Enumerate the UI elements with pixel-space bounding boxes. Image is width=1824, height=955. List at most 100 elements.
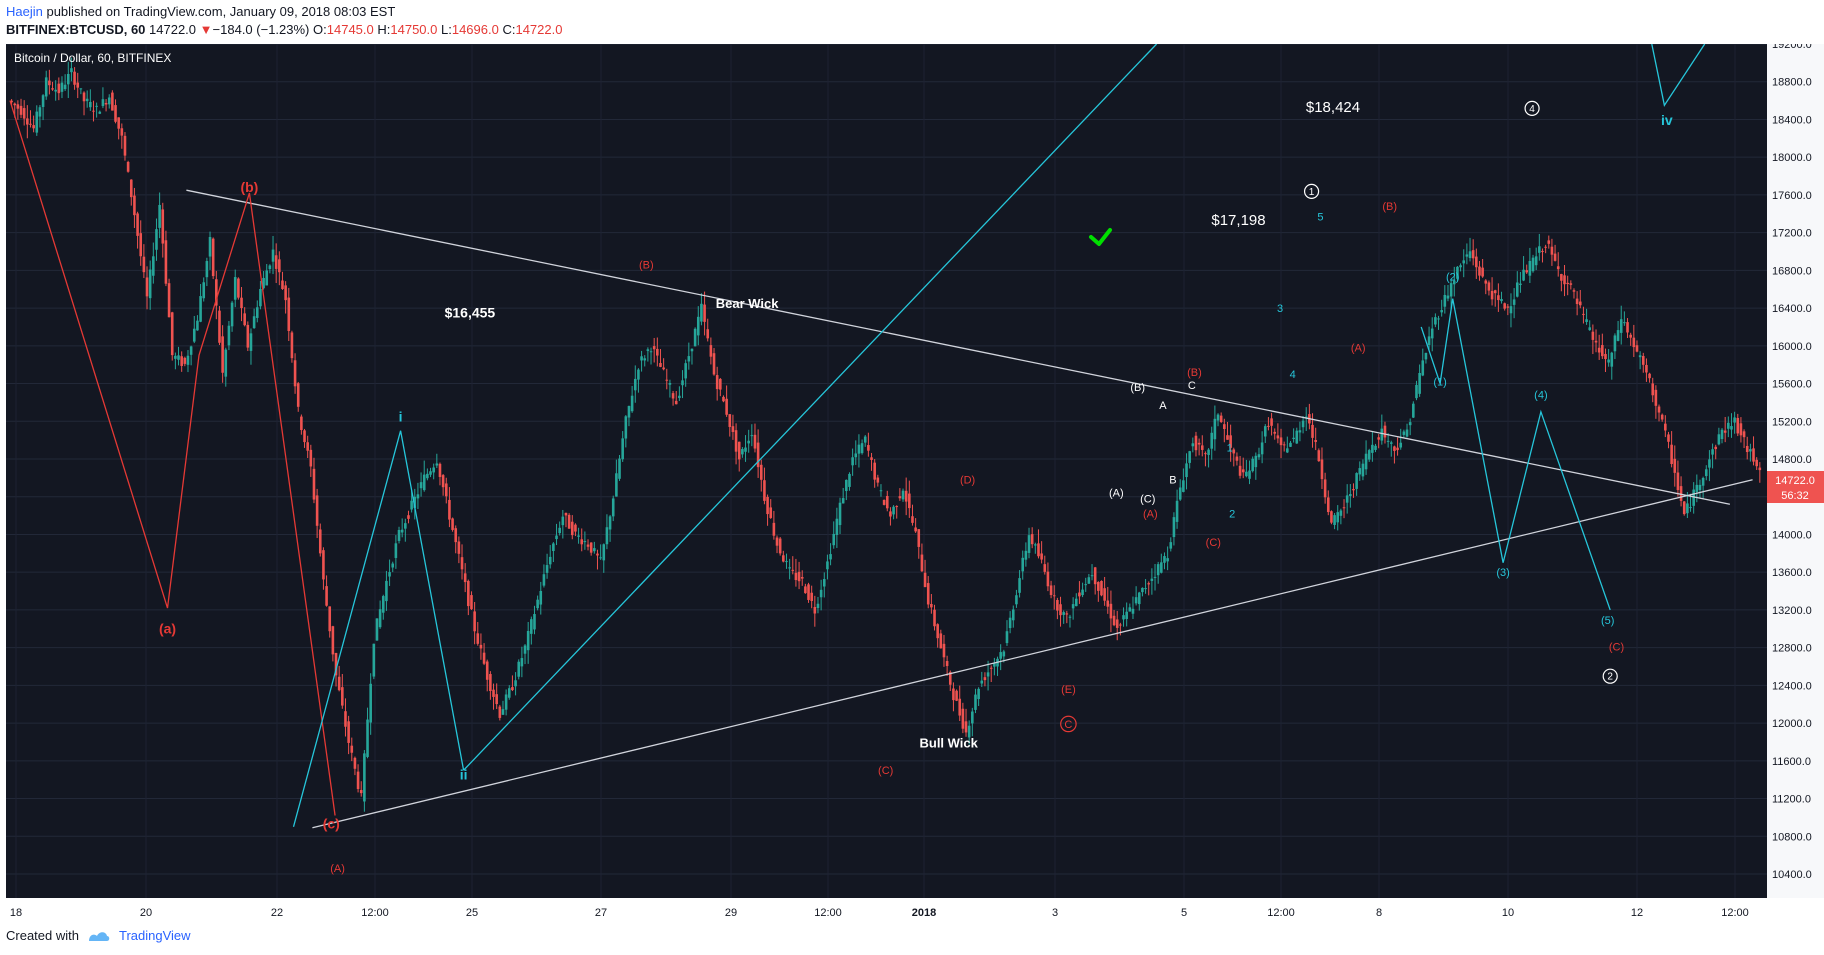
candle-down xyxy=(111,92,114,111)
candle-up xyxy=(530,619,533,634)
candle-up xyxy=(262,277,265,289)
author-name[interactable]: Haejin xyxy=(6,4,43,19)
wave-circle xyxy=(1303,183,1320,200)
wave-label: (C) xyxy=(1609,641,1624,653)
candle-up xyxy=(1216,414,1220,421)
created-with-label: Created with xyxy=(6,928,79,943)
price-tag: 14722.0 56:32 xyxy=(1767,471,1824,503)
candle-down xyxy=(804,586,807,594)
wave-label: (E) xyxy=(1061,684,1076,696)
candle-up xyxy=(1339,510,1343,516)
candle-up xyxy=(54,89,57,92)
wave-label: (C) xyxy=(1140,493,1155,505)
candle-up xyxy=(1434,317,1437,325)
candle-down xyxy=(1226,435,1229,440)
candle-up xyxy=(1531,257,1535,272)
candle-down xyxy=(1103,588,1106,601)
candle-up xyxy=(1298,430,1302,433)
candle-up xyxy=(1090,575,1094,577)
candle-down xyxy=(1676,472,1680,490)
wave-label: (A) xyxy=(330,863,345,875)
price-chart[interactable]: $16,455 $17,198 $18,424 Bear Wick Bull Wick (… xyxy=(0,44,1824,924)
candle-up xyxy=(741,449,744,455)
candle-up xyxy=(1610,352,1614,367)
candle-up xyxy=(1024,550,1028,560)
candle-up xyxy=(520,658,524,667)
candle-up xyxy=(1408,422,1412,426)
candle-up xyxy=(1251,458,1254,472)
candle-up xyxy=(561,516,565,526)
candle-down xyxy=(1115,619,1119,628)
candle-up xyxy=(404,523,407,529)
candle-down xyxy=(1654,389,1658,406)
candle-up xyxy=(366,719,369,757)
candle-up xyxy=(1418,372,1421,394)
candle-up xyxy=(599,557,602,559)
candle-down xyxy=(129,179,133,198)
candle-down xyxy=(495,694,498,705)
candle-down xyxy=(955,690,958,701)
candle-down xyxy=(126,161,130,172)
candle-down xyxy=(1282,444,1286,446)
candle-up xyxy=(1727,422,1730,429)
candle-up xyxy=(542,574,546,586)
candle-up xyxy=(205,261,209,278)
candle-up xyxy=(643,358,647,361)
candle-up xyxy=(1254,455,1258,468)
candle-up xyxy=(980,680,984,684)
candle-up xyxy=(845,479,848,492)
candle-down xyxy=(26,118,29,125)
candle-up xyxy=(993,663,996,667)
candle-down xyxy=(895,506,899,508)
candle-down xyxy=(1194,435,1198,451)
chart-background xyxy=(6,44,1767,898)
candle-down xyxy=(1670,444,1673,465)
candle-down xyxy=(923,572,927,588)
x-tick-label: 10 xyxy=(1502,907,1514,919)
candle-down xyxy=(889,511,892,517)
candle-up xyxy=(1708,459,1711,468)
candle-down xyxy=(331,626,335,655)
candle-down xyxy=(117,117,120,129)
candle-down xyxy=(1601,345,1604,357)
candle-up xyxy=(602,544,606,561)
candle-up xyxy=(637,369,640,380)
candle-down xyxy=(709,345,713,357)
candle-down xyxy=(1682,501,1686,515)
candle-up xyxy=(1071,604,1075,609)
open-value: 14745.0 xyxy=(326,22,374,37)
candle-up xyxy=(85,98,89,102)
wave-circle xyxy=(1602,668,1618,684)
candle-up xyxy=(1440,310,1443,313)
candle-up xyxy=(611,498,615,517)
candle-up xyxy=(678,395,681,399)
candle-up xyxy=(593,548,596,552)
candle-up xyxy=(835,518,839,535)
candle-down xyxy=(476,633,480,644)
candle-up xyxy=(517,661,521,677)
x-tick-label: 5 xyxy=(1181,907,1187,919)
candle-down xyxy=(22,108,26,119)
candle-down xyxy=(1626,322,1629,333)
candle-down xyxy=(936,624,939,639)
open-label: O: xyxy=(313,22,327,37)
candle-down xyxy=(659,363,662,367)
candle-down xyxy=(300,416,303,431)
wave-label: 4 xyxy=(1529,104,1535,115)
candle-up xyxy=(1355,473,1358,489)
tradingview-link[interactable]: TradingView xyxy=(118,928,191,943)
candle-down xyxy=(810,592,813,601)
candle-up xyxy=(385,580,388,602)
x-tick-label: 18 xyxy=(10,907,22,919)
candle-down xyxy=(306,442,309,451)
candle-down xyxy=(246,324,250,348)
candle-down xyxy=(1503,303,1506,309)
y-tick-label: 12800.0 xyxy=(1772,643,1812,655)
candle-up xyxy=(429,471,432,475)
candle-down xyxy=(728,414,732,427)
candle-up xyxy=(1424,352,1428,360)
candle-down xyxy=(315,495,319,526)
candle-down xyxy=(1065,613,1069,615)
candle-up xyxy=(548,556,552,565)
candle-up xyxy=(649,351,653,353)
